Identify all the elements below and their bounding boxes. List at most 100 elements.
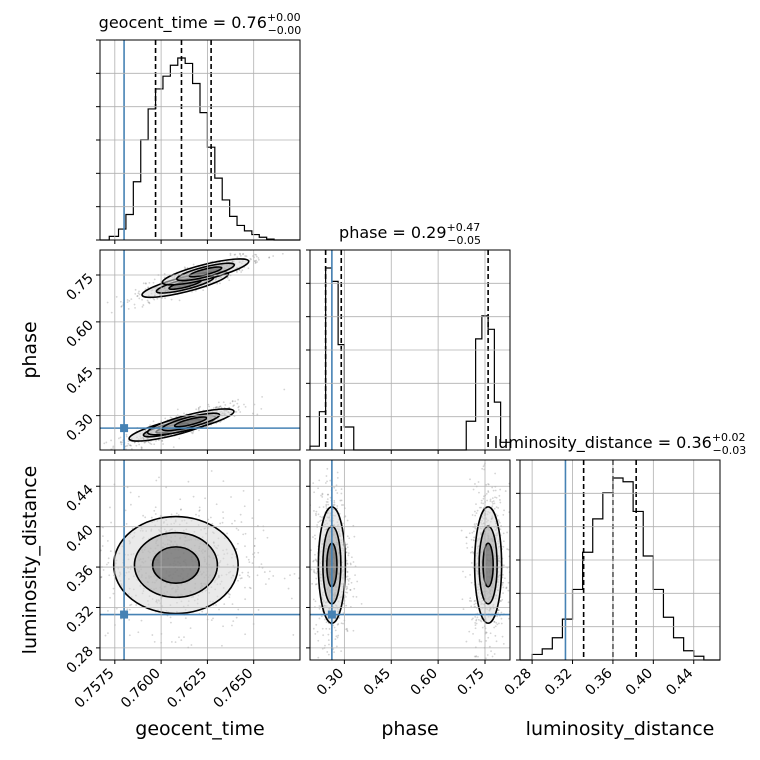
sample-point: [333, 486, 336, 489]
panel-frame: [99, 39, 301, 241]
sample-point: [335, 645, 338, 648]
sample-point: [336, 492, 339, 494]
sample-point: [154, 513, 157, 515]
sample-point: [471, 550, 474, 553]
sample-point: [501, 598, 504, 601]
sample-point: [340, 504, 343, 506]
sample-point: [475, 622, 478, 625]
sample-point: [128, 634, 131, 637]
sample-point: [257, 258, 260, 261]
sample-point: [191, 290, 193, 293]
sample-point: [352, 561, 355, 563]
sample-point: [161, 439, 163, 442]
sample-point: [239, 253, 242, 256]
sample-point: [320, 494, 322, 497]
sample-point: [191, 432, 194, 435]
sample-point: [465, 536, 468, 539]
sample-point: [321, 493, 324, 496]
sample-point: [158, 294, 161, 297]
sample-point: [324, 482, 327, 484]
sample-point: [472, 552, 475, 555]
sample-point: [163, 272, 166, 275]
sample-point: [325, 621, 328, 624]
panel-grid: [100, 460, 300, 660]
sample-point: [499, 528, 502, 531]
sample-point: [245, 255, 248, 258]
sample-point: [236, 256, 239, 259]
sample-point: [346, 571, 349, 574]
sample-point: [493, 502, 496, 505]
sample-point: [158, 476, 160, 479]
sample-point: [321, 496, 324, 498]
sample-point: [318, 605, 321, 607]
sample-point: [341, 522, 344, 525]
sample-point: [474, 527, 477, 530]
x-axis-label-geocent_time: geocent_time: [135, 718, 264, 740]
sample-point: [340, 622, 343, 625]
sample-point: [496, 514, 499, 517]
sample-point: [143, 441, 146, 444]
panel-grid: [100, 250, 300, 450]
sample-point: [317, 639, 320, 642]
sample-point: [335, 635, 338, 638]
sample-point: [128, 444, 131, 447]
sample-point: [495, 506, 498, 509]
sample-point: [465, 536, 468, 539]
sample-point: [249, 257, 252, 260]
sample-point: [266, 536, 269, 539]
sample-point: [325, 503, 328, 506]
sample-point: [147, 301, 150, 304]
sample-point: [151, 634, 154, 636]
sample-point: [192, 430, 195, 433]
sample-point: [244, 255, 247, 257]
sample-point: [480, 640, 483, 643]
sample-point: [226, 277, 229, 279]
sample-point: [328, 628, 331, 630]
sample-point: [474, 510, 476, 513]
sample-point: [336, 507, 339, 510]
sample-point: [190, 644, 193, 646]
sample-point: [237, 529, 240, 531]
sample-point: [318, 617, 321, 620]
sample-point: [214, 406, 217, 409]
sample-point: [219, 522, 222, 525]
sample-point: [257, 551, 260, 554]
sample-point: [473, 530, 475, 533]
sample-point: [147, 434, 149, 437]
sample-point: [314, 583, 317, 586]
y-axis-label-phase: phase: [19, 321, 41, 378]
sample-point: [337, 634, 340, 637]
sample-point: [499, 501, 502, 504]
sample-point: [262, 529, 265, 532]
sample-point: [138, 495, 140, 498]
sample-point: [268, 256, 271, 259]
sample-point: [474, 621, 477, 624]
sample-point: [237, 406, 240, 409]
contour-level-3: [151, 546, 201, 585]
sample-point: [207, 403, 210, 406]
sample-point: [120, 305, 123, 307]
sample-point: [164, 434, 166, 437]
sample-point: [149, 424, 151, 427]
sample-point: [107, 557, 110, 560]
sample-point: [346, 575, 349, 578]
sample-point: [345, 543, 347, 546]
sample-point: [237, 408, 240, 411]
sample-point: [494, 625, 497, 628]
sample-point: [189, 288, 191, 291]
sample-point: [244, 545, 246, 548]
sample-point: [149, 425, 152, 428]
sample-point: [223, 603, 226, 606]
sample-point: [218, 608, 220, 611]
sample-point: [145, 433, 148, 436]
sample-point: [345, 551, 348, 554]
sample-point: [172, 446, 175, 449]
sample-point: [236, 402, 239, 405]
sample-point: [317, 487, 320, 490]
sample-point: [183, 266, 186, 269]
sample-point: [126, 608, 129, 611]
sample-point: [263, 571, 266, 573]
truth-marker: [120, 424, 129, 433]
sample-point: [312, 627, 315, 630]
sample-point: [164, 435, 167, 438]
